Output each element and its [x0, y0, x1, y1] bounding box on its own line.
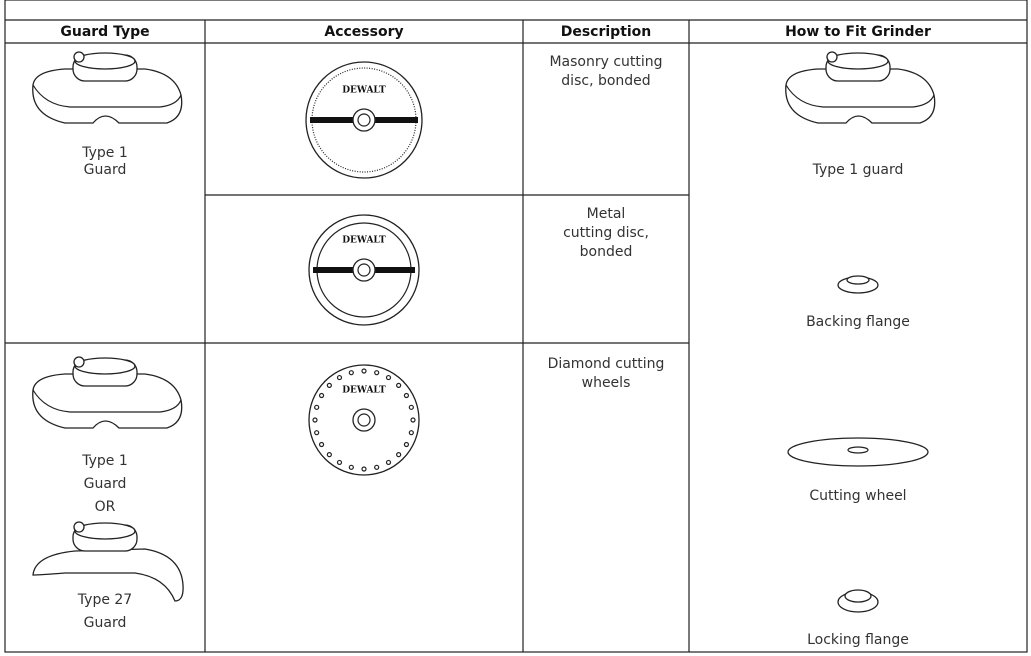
guard-rim	[785, 84, 935, 108]
diamond-slot	[361, 368, 367, 374]
guard-clamp	[74, 522, 136, 540]
disc-brand: DEWALT	[342, 236, 386, 246]
guard-clamp	[827, 52, 889, 70]
guard-label: Type 1	[81, 453, 128, 469]
description-line: Diamond cutting	[548, 356, 665, 372]
fit-step-label: Cutting wheel	[809, 488, 906, 504]
disc-hole	[357, 413, 371, 427]
guard-rim	[32, 84, 182, 108]
column-header: Accessory	[324, 24, 403, 40]
guard-illustration	[785, 51, 936, 124]
diamond-slot	[312, 417, 318, 423]
diamond-slot	[408, 404, 414, 410]
guard-body	[32, 68, 183, 124]
diamond-slot	[318, 441, 325, 448]
diamond-slot	[326, 382, 332, 388]
fit-step-label: Backing flange	[806, 314, 910, 330]
fit-step-label: Type 1 guard	[812, 162, 904, 178]
guard-illustration	[32, 51, 183, 124]
diamond-slot	[336, 459, 343, 466]
guard-clamp	[74, 52, 136, 70]
guard-screw	[826, 51, 838, 63]
guard-screw	[73, 521, 85, 533]
diamond-slot	[318, 392, 325, 399]
guard-clamp	[74, 357, 136, 375]
diamond-slot	[408, 430, 414, 436]
backing-flange-top	[846, 275, 870, 285]
diamond-slot	[361, 466, 367, 472]
column-header: Guard Type	[60, 24, 149, 40]
cutting-wheel-hole	[847, 446, 869, 454]
guard-body	[785, 68, 936, 124]
diamond-slot	[396, 382, 402, 388]
disc-arbor	[352, 108, 376, 132]
guard-body	[32, 548, 184, 602]
diamond-slot	[410, 417, 416, 423]
disc-brand: DEWALT	[342, 86, 386, 96]
diamond-slot	[374, 464, 380, 470]
description-line: wheels	[582, 375, 631, 391]
diamond-slot	[348, 464, 354, 470]
disc-hole	[357, 113, 371, 127]
diamond-slot	[348, 370, 354, 376]
locking-flange-top	[844, 589, 872, 603]
diamond-slot	[385, 374, 392, 381]
column-header: How to Fit Grinder	[785, 24, 931, 40]
disc-brand: DEWALT	[342, 386, 386, 396]
guard-screw	[73, 51, 85, 63]
diamond-slot	[403, 392, 410, 399]
guard-label: Guard	[84, 615, 127, 631]
diamond-slot	[314, 404, 320, 410]
description-line: disc, bonded	[561, 73, 650, 89]
guard-rim	[32, 389, 182, 413]
description-line: bonded	[580, 244, 633, 260]
disc-arbor	[352, 408, 376, 432]
fit-step-label: Locking flange	[807, 632, 909, 648]
diamond-slot	[326, 452, 332, 458]
cutting-wheel	[787, 437, 929, 467]
disc-arbor	[352, 258, 376, 282]
diamond-slot	[374, 370, 380, 376]
description-line: Metal	[587, 206, 626, 222]
guard-body	[32, 373, 183, 429]
guard-screw	[73, 356, 85, 368]
diamond-slot	[385, 459, 392, 466]
description-line: cutting disc,	[563, 225, 649, 241]
diamond-slot	[403, 441, 410, 448]
guard-illustration	[32, 356, 183, 429]
disc-hole	[357, 263, 371, 277]
guard-label: Guard	[84, 476, 127, 492]
description-line: Masonry cutting	[549, 54, 662, 70]
diamond-slot	[336, 374, 343, 381]
table-grid	[4, 0, 1028, 653]
guard-label: Type 1	[81, 145, 128, 161]
guard-label: OR	[95, 499, 116, 515]
guard-label: Guard	[84, 162, 127, 178]
diamond-slot	[396, 452, 402, 458]
guard-illustration	[32, 521, 184, 602]
guard-label: Type 27	[77, 592, 132, 608]
diamond-slot	[314, 430, 320, 436]
column-header: Description	[561, 24, 652, 40]
